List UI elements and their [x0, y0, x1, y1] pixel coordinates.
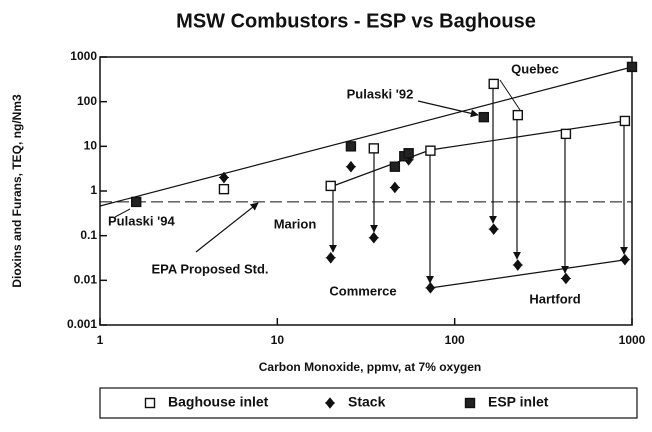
annotation: Commerce [329, 283, 396, 298]
baghouse-inlet-point [619, 115, 631, 127]
baghouse-inlet-point [560, 128, 572, 140]
x-tick-label: 1000 [619, 333, 646, 347]
baghouse-inlet-point [218, 183, 230, 195]
esp-trend [99, 66, 633, 207]
x-tick-label: 10 [271, 333, 285, 347]
annotation: Pulaski '92 [347, 86, 414, 101]
legend-frame [99, 387, 638, 419]
annotation: EPA Proposed Std. [151, 261, 268, 276]
legend-label: ESP inlet [488, 394, 549, 410]
esp-inlet-point [626, 61, 638, 73]
chart-title: MSW Combustors - ESP vs Baghouse [176, 10, 536, 32]
stack-point [218, 171, 229, 184]
arrow [195, 202, 259, 253]
legend-swatch [144, 397, 156, 409]
stack-point [368, 231, 379, 244]
baghouse-inlet-point [368, 143, 380, 154]
legend-swatch [325, 397, 335, 409]
y-tick-label: 0.1 [80, 228, 97, 242]
label-leaders [114, 79, 521, 218]
stack-point [389, 181, 400, 194]
annotation: Marion [274, 216, 317, 231]
stack-point [512, 259, 523, 271]
baghouse-inlet-point [325, 180, 336, 192]
esp-inlet-point [130, 196, 142, 208]
stack-point [345, 160, 356, 173]
y-tick-label: 0.01 [74, 273, 98, 287]
esp-inlet-point [478, 111, 490, 123]
legend-label: Baghouse inlet [168, 394, 269, 410]
arrow [417, 100, 479, 118]
annotation: Hartford [529, 291, 580, 306]
y-tick-label: 100 [77, 94, 97, 108]
baghouse-inlet-point [488, 78, 499, 90]
stack-point [488, 223, 499, 235]
baghouse-inlet-point [425, 145, 436, 156]
x-axis-label: Carbon Monoxide, ppmv, at 7% oxygen [259, 360, 481, 374]
reduction-arrows [195, 89, 628, 284]
legend-swatch [464, 397, 476, 409]
leader [114, 208, 131, 218]
stack-point [619, 253, 630, 266]
y-tick-label: 10 [84, 139, 98, 153]
esp-inlet-point [403, 148, 414, 159]
y-tick-label: 1000 [70, 49, 97, 63]
stack-trend [429, 259, 625, 289]
legend-label: Stack [348, 394, 386, 410]
annotation: Quebec [511, 61, 559, 76]
y-tick-label: 1 [90, 183, 97, 197]
y-tick-label: 0.001 [67, 317, 97, 331]
esp-inlet-point [345, 141, 357, 152]
x-tick-label: 1 [97, 333, 104, 347]
stack-point [560, 272, 571, 285]
stack-point [425, 282, 436, 294]
baghouse-inlet-point [512, 109, 524, 121]
annotation: Pulaski '94 [108, 213, 175, 228]
x-tick-label: 100 [445, 333, 465, 347]
stack-point [325, 251, 336, 264]
y-axis-label: Dioxins and Furans, TEQ, ng/Nm3 [10, 94, 24, 288]
leader [499, 79, 521, 111]
esp-inlet-point [389, 161, 401, 172]
